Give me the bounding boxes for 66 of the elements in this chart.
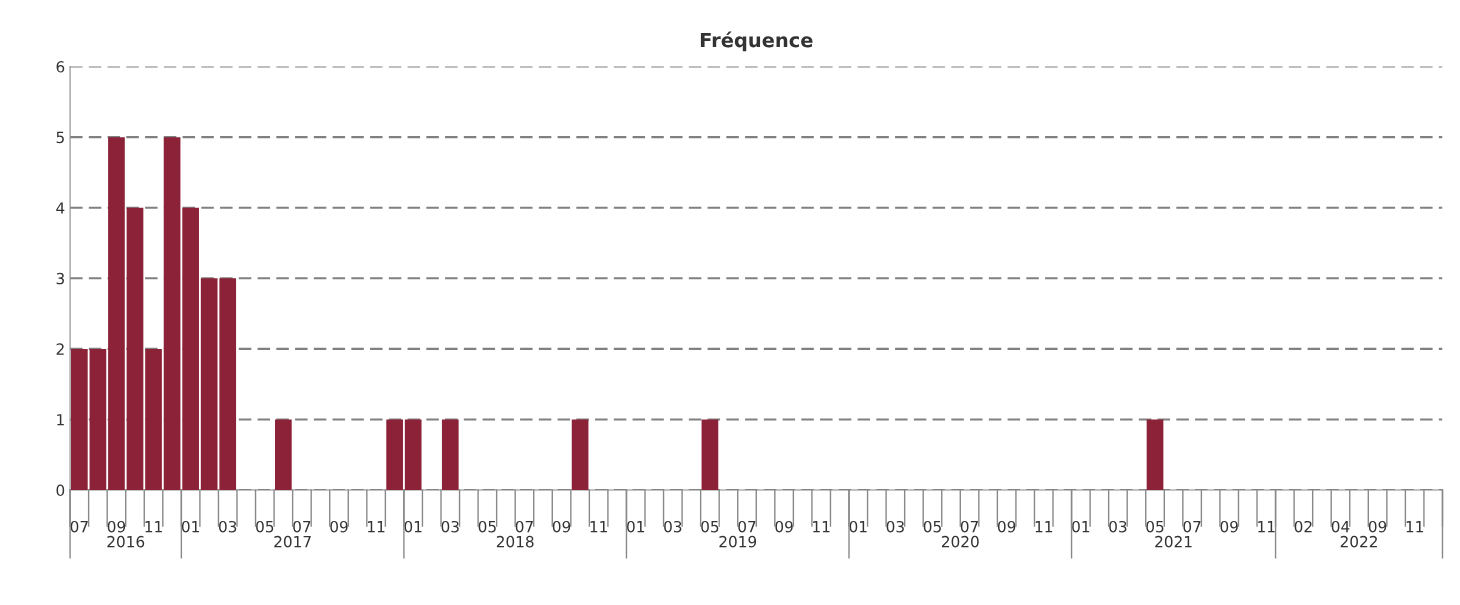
x-tick-label: 09 (552, 520, 571, 533)
y-tick-label: 4 (56, 202, 65, 214)
x-tick-label: 03 (441, 520, 459, 533)
x-tick-label: 05 (478, 520, 496, 533)
x-tick-label: 09 (997, 520, 1016, 533)
x-tick-label: 07 (1183, 520, 1201, 533)
text: 2016 (107, 535, 145, 548)
x-tick-label: 07 (515, 520, 533, 533)
x-tick-label: 01 (181, 520, 199, 533)
x-tick-label: 07 (70, 520, 88, 533)
x-tick-label: 05 (923, 520, 941, 533)
x-tick-label: 09 (330, 520, 348, 533)
bar (108, 137, 125, 491)
bar (441, 419, 459, 491)
y-tick-label: 6 (56, 61, 65, 73)
x-tick-label: 11 (813, 521, 830, 533)
text: 2020 (941, 535, 979, 548)
bar (71, 348, 88, 491)
x-tick-label: 05 (256, 520, 274, 533)
bar (386, 419, 403, 491)
x-tick-label: 07 (738, 520, 756, 533)
text: 2022 (1340, 535, 1377, 548)
x-tick-label: 11 (1258, 521, 1275, 533)
bar (275, 419, 292, 491)
x-tick-label: 11 (1406, 521, 1423, 533)
text: 2019 (719, 535, 757, 548)
bar (126, 207, 144, 491)
x-tick-label: 04 (1331, 520, 1350, 533)
y-tick-label: 0 (56, 484, 65, 497)
x-tick-label: 11 (1035, 521, 1053, 533)
x-tick-label: 02 (1294, 520, 1312, 533)
y-tick-label: 2 (56, 343, 64, 355)
x-tick-label: 03 (664, 520, 682, 533)
x-tick-label: 09 (1220, 520, 1238, 533)
text: 2021 (1155, 535, 1192, 548)
bar (145, 348, 162, 491)
bar (182, 207, 199, 491)
text: 2017 (274, 535, 311, 548)
y-tick-label: 1 (57, 414, 64, 426)
bar (404, 419, 422, 491)
x-tick-label: 05 (701, 520, 719, 533)
x-tick-label: 11 (590, 521, 607, 533)
x-tick-label: 03 (1109, 520, 1127, 533)
bar (1146, 419, 1164, 491)
x-tick-label: 03 (219, 520, 237, 533)
bar (571, 419, 589, 491)
x-tick-label: 09 (775, 520, 793, 533)
y-tick-label: 3 (56, 272, 64, 285)
x-tick-label: 01 (404, 520, 422, 533)
x-tick-label: 01 (627, 520, 645, 533)
x-tick-label: 09 (107, 520, 126, 533)
chart-title: Fréquence (700, 31, 813, 52)
x-tick-label: 01 (849, 520, 867, 533)
x-tick-label: 01 (1072, 520, 1090, 533)
x-tick-label: 07 (293, 520, 311, 533)
bar (89, 348, 107, 491)
bar (163, 137, 181, 491)
x-tick-label: 07 (960, 520, 978, 533)
x-tick-label: 11 (368, 521, 385, 533)
x-tick-label: 05 (1146, 520, 1164, 533)
x-tick-label: 11 (145, 521, 162, 533)
text: 2018 (496, 535, 534, 548)
bar (701, 419, 719, 491)
y-tick-label: 5 (56, 131, 64, 144)
x-tick-label: 03 (886, 520, 904, 533)
x-tick-label: 09 (1368, 520, 1387, 533)
